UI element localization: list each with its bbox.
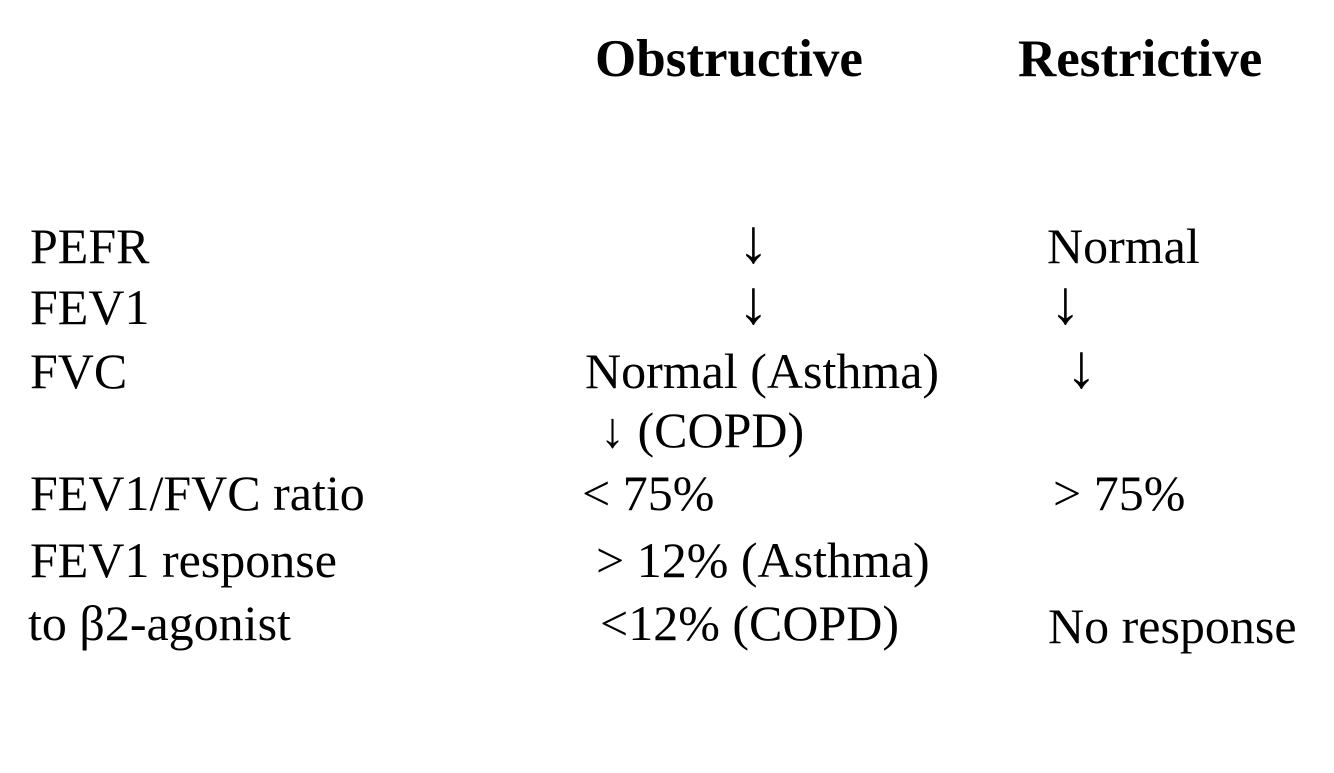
row-label-pefr: PEFR [30,218,150,274]
down-arrow-icon: ↓ [738,269,769,337]
row-label-beta2-agonist: to β2-agonist [28,595,291,651]
cell-response-obstructive-asthma: > 12% (Asthma) [596,532,930,588]
column-header-obstructive: Obstructive [595,30,863,88]
cell-ratio-restrictive: > 75% [1053,465,1186,521]
down-arrow-icon: ↓ [1066,333,1097,401]
cell-ratio-obstructive: < 75% [582,465,715,521]
row-label-fev1-response: FEV1 response [30,532,337,588]
cell-response-restrictive: No response [1048,598,1297,654]
cell-response-obstructive-copd: <12% (COPD) [600,595,900,651]
row-label-fvc: FVC [30,343,128,399]
cell-fvc-obstructive-asthma: Normal (Asthma) [585,343,940,399]
down-arrow-icon: ↓ [738,208,769,276]
cell-pefr-restrictive: Normal [1047,218,1200,274]
row-label-fev1: FEV1 [30,279,150,335]
column-header-restrictive: Restrictive [1018,30,1263,88]
row-label-fev1-fvc-ratio: FEV1/FVC ratio [30,465,365,521]
down-arrow-icon: ↓ [1050,269,1081,337]
cell-fvc-obstructive-copd: ↓ (COPD) [600,402,805,458]
